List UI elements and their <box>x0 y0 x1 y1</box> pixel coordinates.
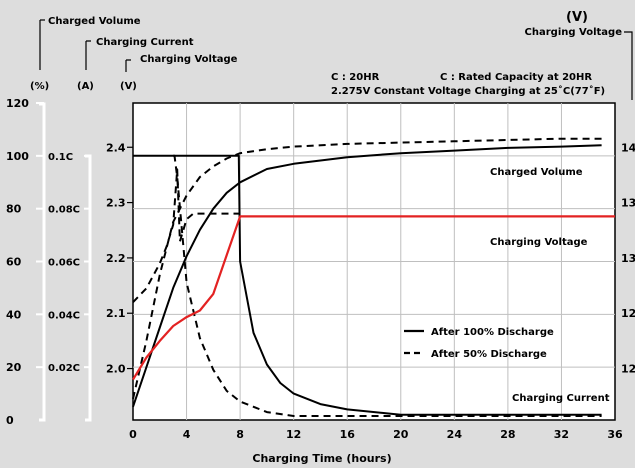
right-voltage-tick-label: 12 <box>621 363 635 376</box>
current-axis-line <box>85 154 92 422</box>
x-tick-label: 36 <box>607 428 623 441</box>
x-tick-label: 0 <box>129 428 137 441</box>
current-tick-label: 0.1C <box>48 152 73 163</box>
x-tick-label: 4 <box>183 428 191 441</box>
series-line-voltage-solid <box>132 215 615 381</box>
right-voltage-tick-label: 12 <box>621 307 635 320</box>
right-voltage-title: Charging Voltage <box>525 27 623 38</box>
volume-axis-unit: (%) <box>30 81 49 92</box>
volume-tick-label: 40 <box>6 308 22 321</box>
note-c-20hr: C : 20HR <box>331 72 380 83</box>
legend-dashed-label: After 50% Discharge <box>431 349 547 360</box>
current-axis-bracket <box>85 40 91 70</box>
volume-tick-label: 100 <box>6 150 29 163</box>
series-line-current-solid <box>133 154 602 416</box>
x-tick-label: 28 <box>500 428 515 441</box>
legend-solid-label: After 100% Discharge <box>431 327 554 338</box>
volume-tick-label: 60 <box>6 256 22 269</box>
voltage-axis-title: Charging Voltage <box>140 54 238 65</box>
current-axis-unit: (A) <box>77 81 94 92</box>
current-tick-label: 0.02C <box>48 363 80 374</box>
tick-labels: 0 4 8 12 16 20 24 28 32 36 0 20 40 60 80 100 120 0.02C 0.0… <box>6 97 635 441</box>
voltage-tick-label: 2.1 <box>106 307 126 320</box>
right-axis-bracket <box>624 31 633 100</box>
current-tick-label: 0.06C <box>48 258 80 269</box>
right-voltage-tick-label: 13 <box>621 252 635 265</box>
x-tick-label: 16 <box>340 428 356 441</box>
volume-axis-title: Charged Volume <box>48 16 141 27</box>
voltage-axis-bracket <box>125 59 131 72</box>
curve-label-voltage: Charging Voltage <box>490 237 588 248</box>
right-voltage-tick-label: 14 <box>621 141 635 154</box>
curve-label-current: Charging Current <box>512 393 610 404</box>
series-line-voltage-dashed <box>132 168 241 303</box>
volume-tick-label: 20 <box>6 361 22 374</box>
x-tick-label: 8 <box>236 428 244 441</box>
current-axis-title: Charging Current <box>96 37 194 48</box>
x-tick-label: 20 <box>393 428 409 441</box>
curve-label-volume: Charged Volume <box>490 167 583 178</box>
series-line-volume-dashed <box>132 137 602 400</box>
volume-tick-label: 80 <box>6 203 22 216</box>
current-tick-label: 0.08C <box>48 205 80 216</box>
right-voltage-unit: (V) <box>566 10 588 25</box>
series-line-current-dashed <box>173 154 602 417</box>
voltage-tick-label: 2.2 <box>106 252 126 265</box>
volume-tick-label: 120 <box>6 97 29 110</box>
current-tick-label: 0.04C <box>48 310 80 321</box>
series-group <box>132 137 615 417</box>
volume-tick-label: 0 <box>6 414 14 427</box>
note-constant-voltage: 2.275V Constant Voltage Charging at 25˚C… <box>331 85 605 97</box>
voltage-tick-label: 2.0 <box>106 363 126 376</box>
voltage-axis-unit: (V) <box>120 81 137 92</box>
note-rated-capacity: C : Rated Capacity at 20HR <box>440 72 592 83</box>
x-axis-label: Charging Time (hours) <box>252 452 391 465</box>
x-tick-label: 24 <box>447 428 463 441</box>
voltage-tick-label: 2.3 <box>106 197 126 210</box>
x-tick-label: 32 <box>554 428 569 441</box>
right-voltage-tick-label: 13 <box>621 197 635 210</box>
x-tick-label: 12 <box>286 428 301 441</box>
legend: After 100% Discharge After 50% Discharge <box>404 327 554 360</box>
voltage-tick-label: 2.4 <box>106 141 126 154</box>
